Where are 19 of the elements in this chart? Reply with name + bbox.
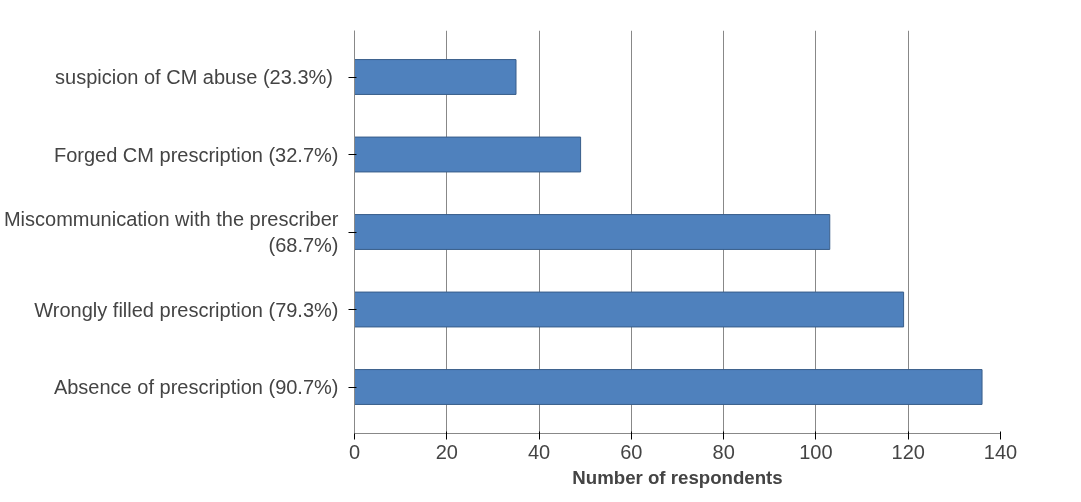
bar	[354, 59, 517, 95]
bar	[354, 369, 983, 405]
x-tick-label: 140	[983, 440, 1018, 463]
y-tick-label: Absence of prescription (90.7%)	[53, 376, 339, 398]
y-tick-label: Miscommunication with the prescriber (68.7%)	[3, 207, 339, 257]
bar	[354, 214, 831, 250]
y-tick-label: Forged CM prescription (32.7%)	[53, 143, 339, 166]
x-tick-label: 0	[348, 440, 361, 463]
y-tick-label: suspicion of CM abuse (23.3%)	[55, 66, 333, 88]
bar	[354, 136, 582, 173]
x-tick-label: 20	[435, 440, 458, 463]
x-axis-title: Number of respondents	[572, 466, 783, 488]
x-tick-label: 40	[527, 440, 551, 463]
x-tick-label: 80	[712, 440, 735, 463]
x-tick-label: 100	[799, 440, 833, 463]
y-tick-label: Wrongly filled prescription (79.3%)	[34, 298, 339, 321]
bar	[354, 291, 905, 328]
x-tick-label: 120	[891, 440, 925, 463]
x-tick-label: 60	[620, 440, 643, 463]
